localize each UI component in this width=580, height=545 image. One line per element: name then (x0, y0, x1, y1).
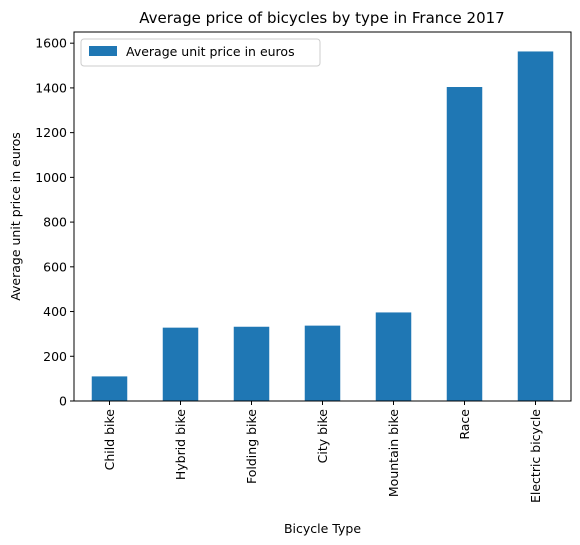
x-axis: Child bike Hybrid bike Folding bike City bi… (102, 401, 543, 503)
x-axis-label: Bicycle Type (284, 521, 361, 536)
bar-hybrid-bike (162, 327, 199, 401)
y-axis-label: Average unit price in euros (8, 132, 23, 301)
bar-electric-bicycle (517, 51, 554, 402)
bar-child-bike (91, 376, 128, 401)
y-tick-label: 1200 (35, 125, 67, 140)
legend-label: Average unit price in euros (126, 44, 295, 59)
chart-title: Average price of bicycles by type in Fra… (139, 9, 504, 27)
x-tick-label: Hybrid bike (173, 409, 188, 480)
y-tick-label: 800 (43, 215, 67, 230)
y-tick-label: 400 (43, 304, 67, 319)
y-tick-label: 1000 (35, 170, 67, 185)
y-tick-label: 200 (43, 349, 67, 364)
bar-mountain-bike (375, 312, 412, 401)
bar-city-bike (304, 325, 341, 401)
x-tick-label: Race (457, 409, 472, 440)
legend-swatch (89, 46, 117, 56)
x-tick-label: Electric bicycle (528, 409, 543, 503)
bar-folding-bike (233, 326, 270, 401)
legend-box (80, 38, 321, 67)
legend: Average unit price in euros (80, 38, 321, 67)
bars-group (91, 51, 554, 402)
bar-race (446, 87, 483, 401)
y-tick-label: 0 (59, 394, 67, 409)
x-tick-label: City bike (315, 409, 330, 464)
y-tick-label: 1600 (35, 36, 67, 51)
x-tick-label: Mountain bike (386, 409, 401, 497)
y-axis: 0 200 400 600 800 1000 1200 1400 1600 (35, 36, 74, 409)
y-tick-label: 1400 (35, 80, 67, 95)
x-tick-label: Child bike (102, 409, 117, 471)
x-tick-label: Folding bike (244, 409, 259, 484)
y-tick-label: 600 (43, 259, 67, 274)
